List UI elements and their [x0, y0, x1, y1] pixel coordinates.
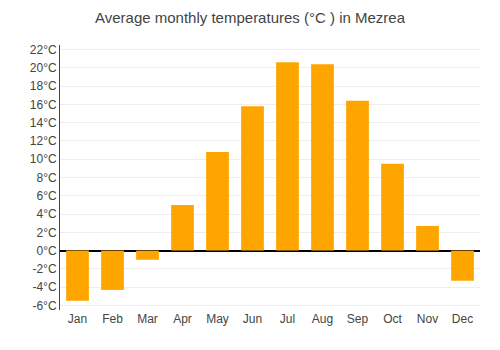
svg-text:Apr: Apr: [173, 312, 192, 326]
svg-text:14°C: 14°C: [30, 116, 57, 130]
svg-text:Feb: Feb: [102, 312, 123, 326]
svg-text:2°C: 2°C: [36, 226, 56, 240]
svg-text:4°C: 4°C: [36, 207, 56, 221]
svg-text:-2°C: -2°C: [32, 262, 56, 276]
svg-text:Dec: Dec: [452, 312, 473, 326]
svg-text:Nov: Nov: [417, 312, 438, 326]
svg-text:-4°C: -4°C: [32, 280, 56, 294]
svg-text:22°C: 22°C: [30, 43, 57, 57]
svg-text:Mar: Mar: [137, 312, 158, 326]
svg-text:Jan: Jan: [68, 312, 87, 326]
svg-text:18°C: 18°C: [30, 79, 57, 93]
svg-text:0°C: 0°C: [36, 244, 56, 258]
svg-text:Aug: Aug: [312, 312, 333, 326]
svg-text:Average monthly temperatures (: Average monthly temperatures (°C ) in Me…: [95, 9, 406, 26]
svg-text:May: May: [206, 312, 229, 326]
svg-text:Jul: Jul: [280, 312, 295, 326]
svg-text:Oct: Oct: [383, 312, 402, 326]
svg-text:8°C: 8°C: [36, 171, 56, 185]
svg-text:Sep: Sep: [347, 312, 369, 326]
svg-text:10°C: 10°C: [30, 152, 57, 166]
svg-text:Jun: Jun: [243, 312, 262, 326]
svg-text:6°C: 6°C: [36, 189, 56, 203]
svg-text:20°C: 20°C: [30, 61, 57, 75]
svg-text:-6°C: -6°C: [32, 299, 56, 313]
svg-text:16°C: 16°C: [30, 98, 57, 112]
svg-text:12°C: 12°C: [30, 134, 57, 148]
